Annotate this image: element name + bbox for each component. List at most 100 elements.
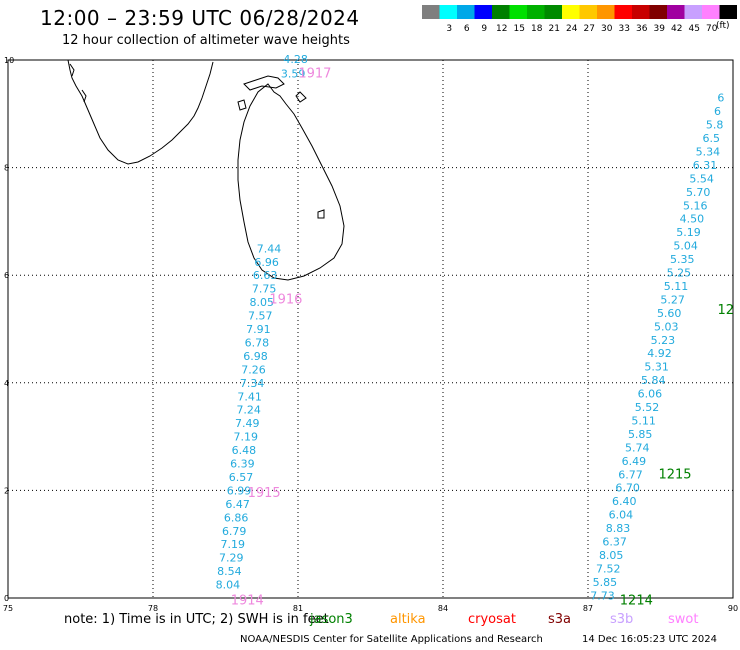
- swh-value: 8.05: [599, 549, 624, 562]
- swh-value: 6.40: [612, 495, 637, 508]
- swh-value: 6.70: [615, 482, 640, 495]
- swh-value: 5.31: [644, 361, 669, 374]
- scale-swatch: [544, 5, 562, 19]
- scale-swatch: [439, 5, 457, 19]
- swh-value: 5.85: [628, 428, 653, 441]
- x-tick-label: 75: [3, 604, 13, 613]
- scale-tick-label: 21: [549, 24, 560, 34]
- swh-value: 5.70: [686, 186, 711, 199]
- x-axis-ticks: 75 78 81 84 87 90: [3, 604, 738, 613]
- pass-time-label: 1914: [231, 594, 264, 609]
- satellite-legend-cryosat: cryosat: [468, 612, 516, 627]
- satellite-legend-altika: altika: [390, 612, 426, 627]
- scale-swatch: [597, 5, 615, 19]
- x-tick-label: 78: [148, 604, 158, 613]
- scale-swatch: [474, 5, 492, 19]
- scale-swatch: [579, 5, 597, 19]
- swh-value: 7.26: [241, 363, 266, 376]
- island-3: [317, 209, 325, 219]
- swh-value: 5.23: [651, 334, 676, 347]
- scale-swatch: [422, 5, 440, 19]
- x-tick-label: 84: [438, 604, 448, 613]
- y-tick-label: 8: [4, 164, 9, 173]
- scale-swatch: [649, 5, 667, 19]
- scale-swatch: [684, 5, 702, 19]
- swh-value: 6.63: [253, 269, 278, 282]
- x-tick-label: 81: [293, 604, 303, 613]
- footnote: note: 1) Time is in UTC; 2) SWH is in fe…: [64, 612, 329, 627]
- swh-value: 5.34: [696, 145, 721, 158]
- scale-tick-label: 18: [531, 24, 543, 34]
- swh-value: 6.47: [225, 498, 250, 511]
- swh-value: 5.74: [625, 441, 650, 454]
- scale-tick-label: 9: [481, 24, 487, 34]
- swh-value: 4.50: [680, 213, 705, 226]
- scale-swatch: [667, 5, 685, 19]
- x-tick-label: 90: [728, 604, 738, 613]
- scale-swatch: [562, 5, 580, 19]
- swh-value: 6.77: [618, 468, 643, 481]
- scale-swatch: [457, 5, 475, 19]
- swh-value: 6.98: [243, 350, 268, 363]
- pass-time-label: 1916: [269, 292, 302, 307]
- y-tick-label: 10: [4, 56, 14, 65]
- swh-value: 3.59: [281, 67, 306, 80]
- scale-tick-label: 12: [496, 24, 507, 34]
- swh-value: 5.25: [667, 267, 692, 280]
- swh-value: 7.49: [235, 417, 260, 430]
- scale-tick-label: 45: [689, 24, 700, 34]
- scale-swatch: [702, 5, 720, 19]
- india-inlet-2: [81, 89, 87, 103]
- swh-value: 7.57: [248, 310, 273, 323]
- swh-value: 5.8: [706, 119, 724, 132]
- island-2: [295, 91, 307, 103]
- scale-swatch: [527, 5, 545, 19]
- scale-swatch: [492, 5, 510, 19]
- swh-value: 7.19: [234, 431, 259, 444]
- india-inlet-1: [69, 63, 75, 77]
- scale-tick-label: 30: [601, 24, 613, 34]
- swh-value: 7.24: [236, 404, 261, 417]
- swh-value: 5.85: [593, 576, 618, 589]
- scale-swatch: [632, 5, 650, 19]
- swh-value: 6.06: [638, 388, 663, 401]
- pass-time-label: 12: [717, 303, 734, 318]
- y-tick-label: 6: [4, 271, 9, 280]
- swh-value: 6.39: [230, 458, 255, 471]
- satellite-legend-jason3: jason3: [310, 612, 353, 627]
- credit-line: NOAA/NESDIS Center for Satellite Applica…: [240, 634, 543, 645]
- swh-value: 5.35: [670, 253, 695, 266]
- scale-tick-label: 70: [706, 24, 718, 34]
- swh-value: 5.84: [641, 374, 666, 387]
- jaffna-peninsula: [243, 75, 285, 91]
- swh-value: 7.52: [596, 562, 621, 575]
- swh-value: 8.83: [606, 522, 631, 535]
- swh-value: 4.28: [283, 53, 308, 66]
- pass-time-label: 1215: [658, 467, 691, 482]
- map-subtitle: 12 hour collection of altimeter wave hei…: [62, 33, 350, 48]
- swh-value: 5.11: [631, 414, 656, 427]
- india-coastline: [67, 59, 214, 165]
- swh-value: 5.19: [676, 226, 701, 239]
- swh-value: 6.78: [245, 336, 270, 349]
- swh-value: 6.49: [622, 455, 647, 468]
- swh-value: 6.79: [222, 525, 247, 538]
- island-1: [237, 99, 247, 111]
- swh-value: 5.27: [660, 293, 685, 306]
- swh-value: 6.86: [224, 511, 249, 524]
- map-frame: [7, 59, 734, 599]
- swh-value: 7.44: [257, 242, 282, 255]
- scale-swatch: [719, 5, 737, 19]
- swh-value: 6.57: [229, 471, 254, 484]
- swh-value: 7.73: [590, 589, 615, 602]
- sri-lanka-coastline: [237, 83, 345, 281]
- x-tick-label: 87: [583, 604, 593, 613]
- swh-value: 6.5: [703, 132, 721, 145]
- color-scale: 3 6 9 12 15 18 21 24 27 30 33 36 39 42 45 70: [422, 5, 737, 34]
- swh-value: 7.91: [246, 323, 271, 336]
- swh-value: 6: [714, 105, 721, 118]
- scale-swatch: [614, 5, 632, 19]
- scale-tick-label: 36: [636, 24, 648, 34]
- satellite-passes: 4.283.597.446.966.637.758.057.577.916.78…: [216, 53, 734, 609]
